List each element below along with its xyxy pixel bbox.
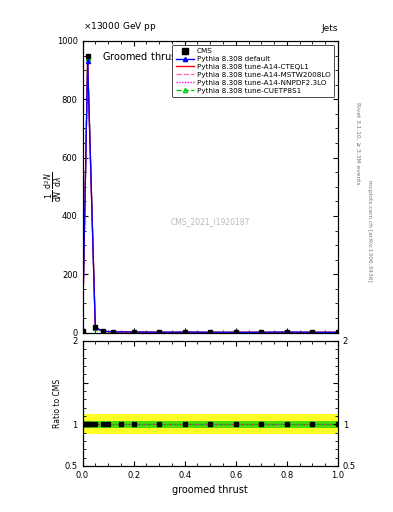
Text: Jets: Jets <box>321 24 338 33</box>
X-axis label: groomed thrust: groomed thrust <box>173 485 248 495</box>
Legend: CMS, Pythia 8.308 default, Pythia 8.308 tune-A14-CTEQL1, Pythia 8.308 tune-A14-M: CMS, Pythia 8.308 default, Pythia 8.308 … <box>173 45 334 97</box>
Text: $\times$13000 GeV pp: $\times$13000 GeV pp <box>83 20 156 33</box>
Text: Rivet 3.1.10, ≥ 3.3M events: Rivet 3.1.10, ≥ 3.3M events <box>356 102 361 185</box>
Y-axis label: Ratio to CMS: Ratio to CMS <box>53 379 62 428</box>
Text: mcplots.cern.ch [arXiv:1306.3436]: mcplots.cern.ch [arXiv:1306.3436] <box>367 180 373 281</box>
Y-axis label: $\frac{1}{\mathrm{d}N}\,\frac{\mathrm{d}^2 N}{\mathrm{d}\lambda}$: $\frac{1}{\mathrm{d}N}\,\frac{\mathrm{d}… <box>44 172 64 202</box>
Text: CMS_2021_I1920187: CMS_2021_I1920187 <box>171 217 250 226</box>
Text: Groomed thrust $\lambda\_2^1$ (CMS jet substructure): Groomed thrust $\lambda\_2^1$ (CMS jet s… <box>102 50 318 67</box>
